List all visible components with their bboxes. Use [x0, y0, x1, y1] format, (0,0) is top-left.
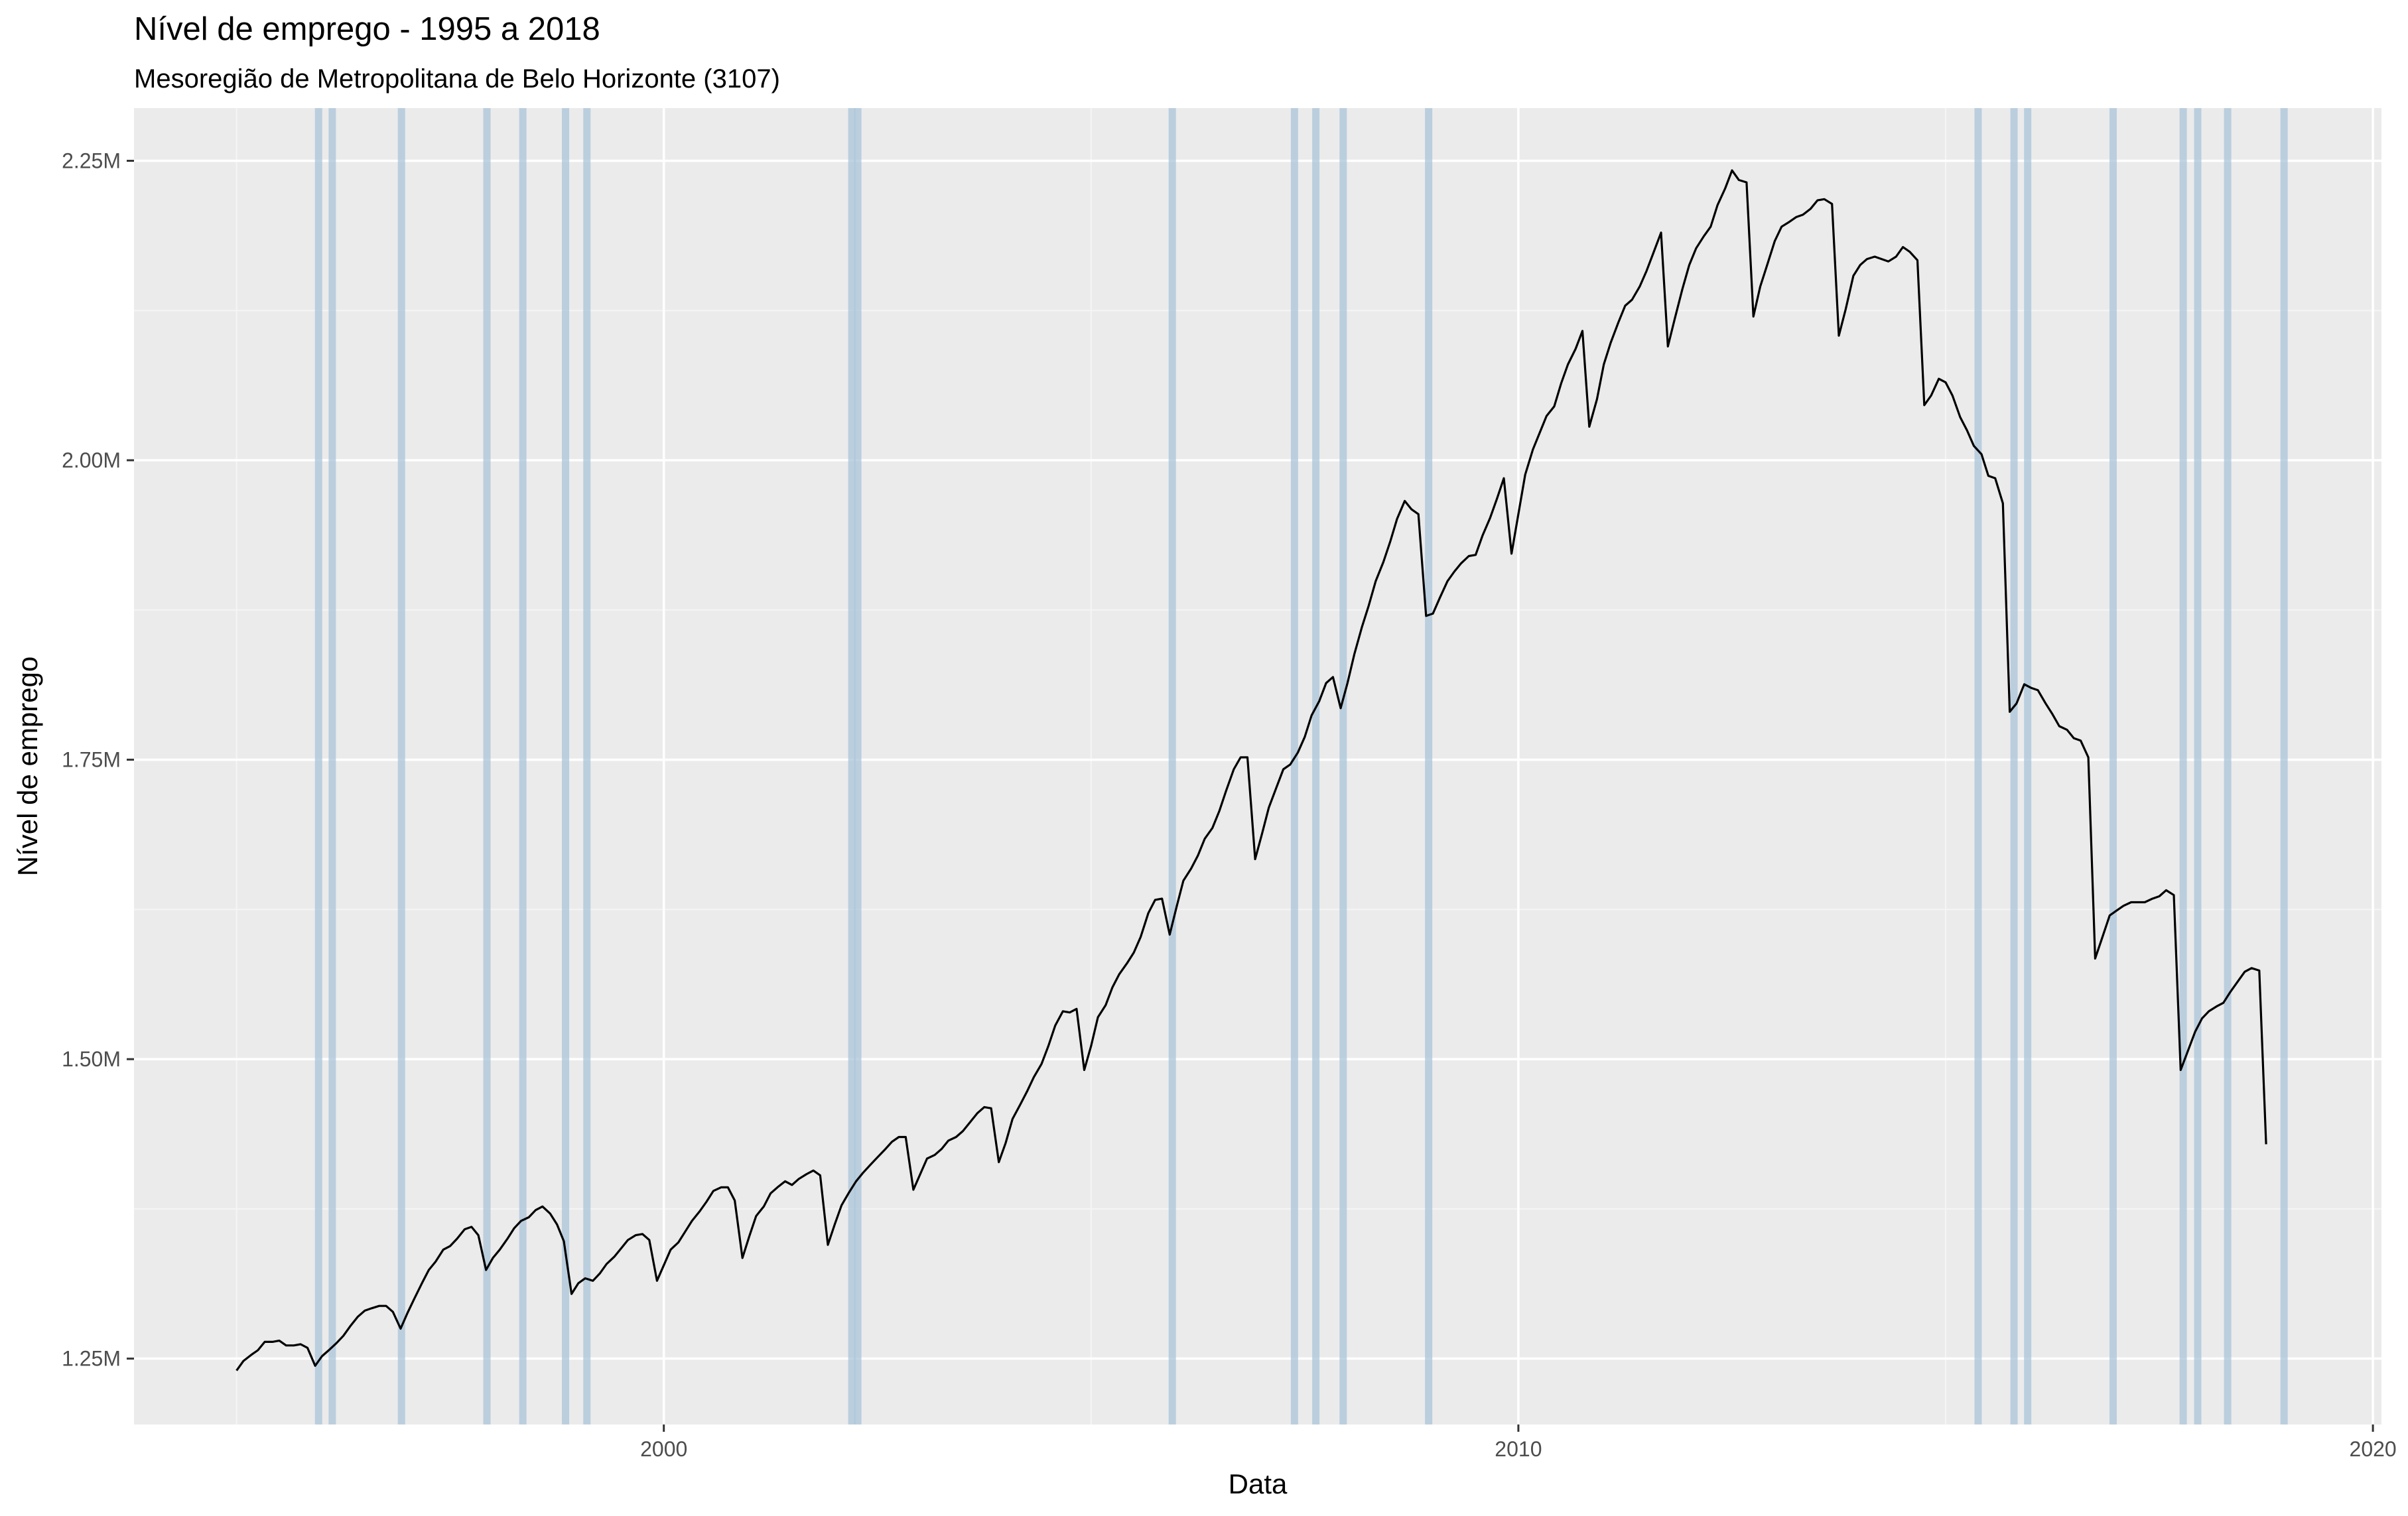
- x-tick-label: 2020: [2350, 1437, 2397, 1461]
- x-axis: 2000 2010 2020: [640, 1424, 2397, 1461]
- chart-subtitle: Mesoregião de Metropolitana de Belo Hori…: [134, 64, 780, 94]
- y-axis: 1.25M 1.50M 1.75M 2.00M 2.25M: [62, 149, 134, 1371]
- x-axis-title: Data: [1229, 1468, 1288, 1499]
- y-tick-label: 1.25M: [62, 1347, 121, 1371]
- y-axis-title: Nível de emprego: [12, 657, 43, 877]
- grid-major: [134, 108, 2381, 1424]
- x-tick-label: 2000: [640, 1437, 687, 1461]
- shaded-periods: [314, 108, 2288, 1424]
- x-tick-label: 2010: [1495, 1437, 1542, 1461]
- chart-title: Nível de emprego - 1995 a 2018: [134, 11, 600, 47]
- y-tick-label: 2.25M: [62, 149, 121, 172]
- y-tick-label: 1.50M: [62, 1047, 121, 1071]
- plot-panel: [134, 108, 2381, 1424]
- y-tick-label: 1.75M: [62, 748, 121, 772]
- series-line-nivel-de-emprego: [235, 169, 2267, 1371]
- y-tick-label: 2.00M: [62, 448, 121, 472]
